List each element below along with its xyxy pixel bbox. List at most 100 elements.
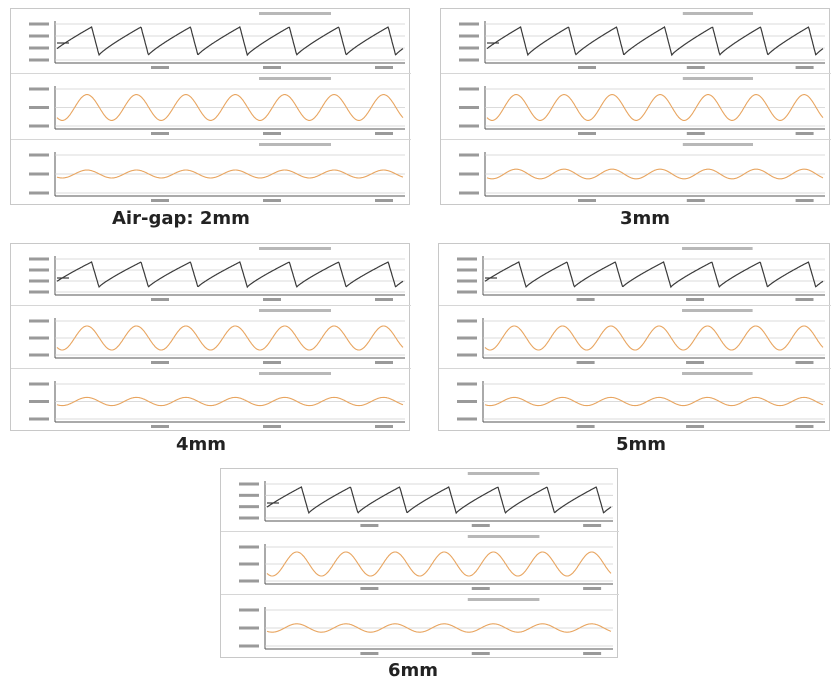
sine-trace xyxy=(266,623,612,633)
y-tick-label-mark xyxy=(239,505,259,509)
caption-airgap-2mm: Air-gap: 2mm xyxy=(112,208,250,229)
panel-plot xyxy=(459,77,825,135)
panel-plot xyxy=(457,309,825,364)
x-tick-label-mark xyxy=(471,587,490,590)
caption-6mm: 6mm xyxy=(388,660,439,681)
voltage-panel xyxy=(441,74,831,140)
y-tick-label-mark xyxy=(459,87,479,91)
panel-title-mark xyxy=(259,77,331,80)
voltage-panel xyxy=(11,306,411,369)
y-tick-label-mark xyxy=(29,153,49,157)
x-tick-label-mark xyxy=(263,66,281,69)
panel-title-mark xyxy=(682,12,753,15)
sine-trace xyxy=(266,551,612,577)
panel-plot xyxy=(459,12,825,69)
flux-trace xyxy=(486,25,824,57)
panel-title-mark xyxy=(682,309,753,312)
x-tick-label-mark xyxy=(686,361,705,364)
panel-plot xyxy=(457,372,825,428)
x-tick-label-mark xyxy=(151,361,169,364)
panel-title-mark xyxy=(682,247,753,250)
force-panel xyxy=(439,369,831,432)
y-tick-label-mark xyxy=(239,545,259,549)
y-tick-label-mark xyxy=(457,400,477,403)
flux-panel xyxy=(11,9,411,74)
x-tick-label-mark xyxy=(576,298,595,301)
x-tick-label-mark xyxy=(263,298,281,301)
y-tick-label-mark xyxy=(239,493,259,497)
x-tick-label-mark xyxy=(375,298,393,301)
y-tick-label-mark xyxy=(459,46,479,50)
chart-frame xyxy=(10,8,411,205)
chart-frame xyxy=(10,243,411,431)
x-tick-label-mark xyxy=(576,361,595,364)
caption-5mm: 5mm xyxy=(616,434,667,455)
x-tick-label-mark xyxy=(151,132,169,135)
x-tick-label-mark xyxy=(375,425,393,428)
panel-title-mark xyxy=(259,309,331,312)
sine-trace xyxy=(56,396,404,407)
x-tick-label-mark xyxy=(263,361,281,364)
panel-plot xyxy=(29,143,405,202)
y-tick-label-mark xyxy=(239,482,259,486)
sine-trace xyxy=(56,169,404,179)
panel-title-mark xyxy=(259,247,331,250)
flux-panel xyxy=(221,469,619,532)
flux-trace xyxy=(266,486,612,515)
y-tick-label-mark xyxy=(29,46,49,50)
y-tick-label-mark xyxy=(457,336,477,340)
y-tick-label-mark xyxy=(29,87,49,91)
y-tick-label-mark xyxy=(239,579,259,583)
x-tick-label-mark xyxy=(795,66,814,69)
x-tick-label-mark xyxy=(795,199,814,202)
panel-plot xyxy=(29,309,405,364)
y-tick-label-mark xyxy=(459,106,479,109)
caption-3mm: 3mm xyxy=(620,208,671,229)
panel-title-mark xyxy=(467,535,540,538)
y-tick-label-mark xyxy=(239,516,259,520)
x-tick-label-mark xyxy=(686,298,705,301)
y-tick-label-mark xyxy=(29,22,49,26)
x-tick-label-mark xyxy=(375,199,393,202)
flux-trace xyxy=(56,261,404,289)
panel-title-mark xyxy=(259,12,331,15)
panel-plot xyxy=(29,372,405,428)
chart-group-6mm xyxy=(220,468,619,659)
x-tick-label-mark xyxy=(263,132,281,135)
force-panel xyxy=(221,595,619,659)
x-tick-label-mark xyxy=(360,652,379,655)
x-tick-label-mark xyxy=(686,199,705,202)
y-tick-label-mark xyxy=(457,417,477,421)
x-tick-label-mark xyxy=(151,298,169,301)
flux-trace xyxy=(56,26,404,57)
y-tick-label-mark xyxy=(457,319,477,323)
y-tick-label-mark xyxy=(29,34,49,38)
flux-panel xyxy=(439,244,831,306)
y-tick-label-mark xyxy=(457,257,477,261)
x-tick-label-mark xyxy=(686,425,705,428)
x-tick-label-mark xyxy=(795,425,814,428)
sine-trace xyxy=(486,94,824,121)
panel-plot xyxy=(239,535,613,590)
x-tick-label-mark xyxy=(795,132,814,135)
sine-trace xyxy=(484,396,824,407)
y-tick-label-mark xyxy=(239,626,259,630)
chart-group-5mm xyxy=(438,243,831,432)
force-panel xyxy=(441,140,831,206)
panel-title-mark xyxy=(467,472,540,475)
chart-group-airgap-2mm xyxy=(10,8,411,205)
y-tick-label-mark xyxy=(459,153,479,157)
caption-4mm: 4mm xyxy=(176,434,227,455)
panel-plot xyxy=(29,12,405,69)
y-tick-label-mark xyxy=(29,124,49,128)
x-tick-label-mark xyxy=(471,652,490,655)
panel-plot xyxy=(239,472,613,527)
x-tick-label-mark xyxy=(151,425,169,428)
x-tick-label-mark xyxy=(578,132,596,135)
x-tick-label-mark xyxy=(360,587,379,590)
y-tick-label-mark xyxy=(457,382,477,386)
y-tick-label-mark xyxy=(29,417,49,421)
x-tick-label-mark xyxy=(375,132,393,135)
x-tick-label-mark xyxy=(360,524,379,527)
x-tick-label-mark xyxy=(578,199,596,202)
